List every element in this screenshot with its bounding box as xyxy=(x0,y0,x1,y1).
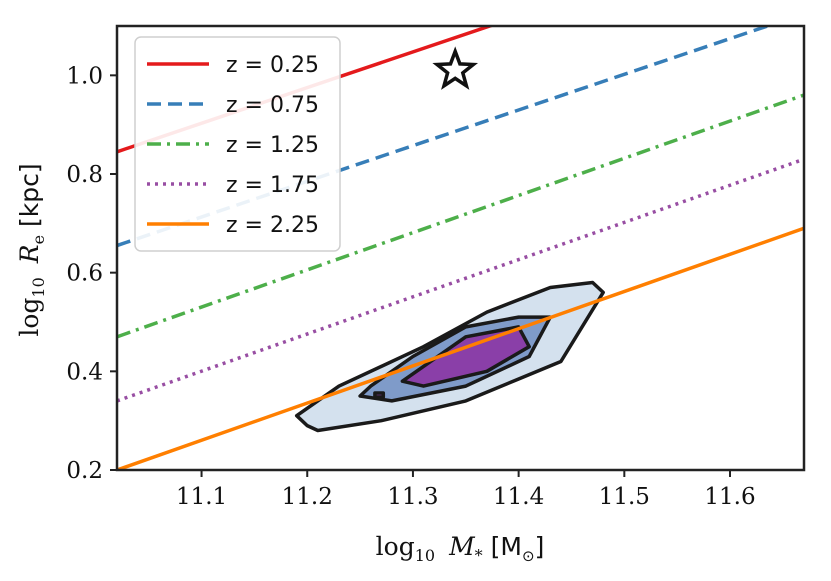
series-line-4 xyxy=(117,226,804,470)
y-tick-label: 0.4 xyxy=(66,359,103,385)
y-tick-label: 0.8 xyxy=(66,162,103,188)
x-tick-label: 11.3 xyxy=(387,484,438,510)
star-marker xyxy=(432,46,479,90)
y-tick-label: 0.6 xyxy=(66,261,103,287)
contour-inner-small xyxy=(373,391,386,399)
x-tick-label: 11.6 xyxy=(704,484,755,510)
legend-label-2: z = 1.25 xyxy=(226,133,319,158)
axis-ticks: 11.1 11.2 11.3 11.4 11.5 11.6 0.2 0.4 0.6 0.8 1.0 xyxy=(66,63,755,510)
x-tick-label: 11.4 xyxy=(493,484,544,510)
y-axis-label: log10Re[kpc] xyxy=(15,163,48,336)
legend-label-4: z = 2.25 xyxy=(226,213,319,238)
x-tick-label: 11.5 xyxy=(599,484,650,510)
x-tick-label: 11.1 xyxy=(176,484,227,510)
x-axis-label: log10 M* [M⊙] xyxy=(376,532,545,565)
series-line-3 xyxy=(117,157,804,403)
plot-frame xyxy=(115,24,806,472)
series-line-1 xyxy=(117,26,773,248)
legend-box xyxy=(134,36,341,252)
legend: z = 0.25 z = 0.75 z = 1.25 z = 1.75 z = 2.25 xyxy=(134,36,341,252)
legend-label-3: z = 1.75 xyxy=(226,173,319,198)
legend-label-1: z = 0.75 xyxy=(226,93,319,118)
marker-layer xyxy=(432,46,479,90)
y-tick-label: 1.0 xyxy=(66,63,103,89)
series-line-2 xyxy=(117,93,804,339)
legend-label-0: z = 0.25 xyxy=(226,53,319,78)
density-contours xyxy=(294,280,605,433)
x-tick-label: 11.2 xyxy=(282,484,333,510)
y-tick-label: 0.2 xyxy=(66,458,103,484)
